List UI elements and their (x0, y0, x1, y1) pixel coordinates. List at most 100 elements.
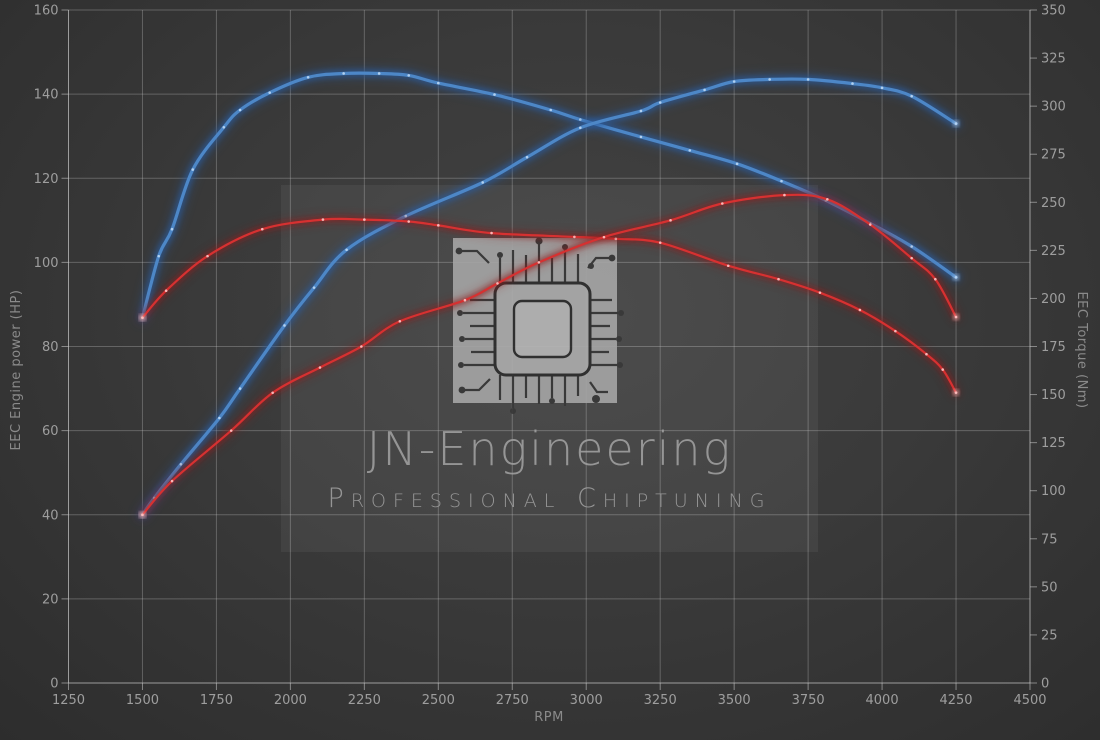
blue-power-curve-point (880, 86, 884, 90)
red-torque-curve-point (164, 289, 168, 293)
blue-torque-curve-point (170, 227, 174, 231)
blue-power-curve-point (525, 155, 529, 159)
blue-torque-curve-point (549, 108, 553, 112)
blue-torque-curve-point (342, 72, 345, 75)
blue-power-curve-point (238, 387, 242, 390)
blue-torque-curve-point (437, 81, 440, 85)
right-axis-title: EEC Torque (Nm) (1074, 291, 1089, 408)
red-torque-curve-point (726, 264, 730, 268)
right-tick-label: 325 (1041, 52, 1066, 67)
x-tick-label: 2750 (496, 693, 529, 708)
right-tick-label: 75 (1041, 532, 1058, 547)
right-tick-label: 300 (1041, 100, 1066, 115)
blue-torque-curve (135, 66, 963, 325)
red-torque-curve-point (321, 218, 325, 221)
red-torque-curve-point (941, 368, 945, 371)
red-power-curve-point (170, 479, 174, 483)
right-tick-label: 350 (1041, 4, 1066, 19)
x-tick-label: 4000 (866, 693, 899, 708)
x-tick-label: 1750 (200, 693, 233, 708)
x-tick-label: 3000 (570, 693, 603, 708)
blue-power-curve-point (658, 101, 662, 104)
left-tick-label: 40 (42, 508, 59, 523)
blue-power-curve-point (283, 324, 286, 327)
red-torque-curve-point (206, 254, 209, 258)
red-torque-curve-endpoint (139, 315, 146, 321)
red-power-curve-point (721, 202, 724, 205)
left-tick-label: 20 (42, 592, 59, 607)
blue-power-curve-point (806, 78, 810, 81)
red-power-curve-point (360, 345, 363, 348)
red-torque-curve-point (658, 241, 662, 244)
x-axis-title: RPM (534, 710, 564, 725)
red-power-curve-point (934, 277, 937, 281)
right-tick-label: 200 (1041, 292, 1066, 307)
blue-power-curve-point (851, 82, 854, 85)
red-torque-curve-point (490, 231, 493, 235)
red-power-curve (138, 190, 961, 520)
blue-power-curve-point (703, 88, 706, 92)
x-tick-label: 1250 (52, 693, 85, 708)
blue-torque-curve-point (157, 254, 161, 258)
label-layer: 0 20 40 60 80 100 120 140 160 0 25 50 75 100 125 150 175… (34, 4, 1066, 709)
red-power-curve-point (398, 319, 402, 323)
red-power-curve-endpoint (139, 512, 146, 518)
left-tick-label: 120 (34, 172, 59, 187)
red-torque-curve-point (777, 277, 780, 281)
red-torque-curve-point (573, 235, 576, 239)
blue-torque-curve-point (238, 108, 242, 112)
blue-torque-curve-point (735, 162, 739, 166)
red-torque-curve-point (818, 291, 822, 294)
red-torque-curve-point (437, 224, 440, 227)
left-tick-label: 0 (50, 677, 58, 692)
red-power-curve-point (463, 298, 467, 302)
right-tick-label: 100 (1041, 484, 1066, 499)
blue-torque-curve-point (222, 125, 226, 129)
red-torque-curve-point (260, 227, 264, 231)
blue-power-curve-point (345, 248, 348, 252)
blue-power-curve-point (910, 94, 913, 98)
red-power-curve-endpoint (953, 314, 959, 320)
blue-torque-curve-endpoint (953, 274, 959, 280)
blue-torque-curve-point (493, 93, 496, 96)
x-tick-label: 1500 (126, 693, 159, 708)
red-torque-curve-point (363, 218, 366, 221)
left-tick-label: 60 (42, 424, 59, 439)
red-power-curve-point (318, 366, 322, 369)
blue-power-curve (135, 72, 963, 522)
red-power-curve-point (783, 193, 786, 197)
right-tick-label: 25 (1041, 628, 1058, 643)
x-tick-label: 4500 (1013, 693, 1046, 708)
red-torque-curve-endpoint (953, 390, 959, 396)
right-tick-label: 50 (1041, 580, 1058, 595)
red-torque-curve-point (858, 308, 862, 312)
right-tick-label: 150 (1041, 388, 1066, 403)
right-tick-label: 0 (1041, 677, 1049, 692)
left-axis-title: EEC Engine power (HP) (9, 290, 24, 451)
x-tick-label: 2000 (274, 693, 307, 708)
right-tick-label: 125 (1041, 436, 1066, 451)
x-tick-label: 4250 (939, 693, 972, 708)
red-power-curve-point (910, 256, 913, 260)
blue-torque-curve-point (191, 168, 195, 171)
left-tick-label: 140 (34, 88, 59, 103)
blue-power-curve-core (140, 77, 958, 517)
blue-power-curve-point (768, 78, 771, 81)
red-torque-curve-point (407, 220, 411, 223)
blue-torque-curve-point (306, 76, 310, 79)
right-tick-label: 250 (1041, 196, 1066, 211)
red-torque-curve-point (894, 329, 897, 333)
right-tick-label: 225 (1041, 244, 1066, 259)
blue-power-curve-point (481, 181, 484, 184)
blue-power-curve-point (579, 126, 582, 130)
x-tick-label: 2250 (348, 693, 381, 708)
blue-power-curve-point (732, 80, 736, 83)
left-tick-label: 100 (34, 256, 59, 271)
right-tick-label: 175 (1041, 340, 1066, 355)
x-tick-label: 3500 (718, 693, 751, 708)
left-tick-label: 160 (34, 4, 59, 19)
red-power-curve-point (271, 391, 274, 395)
blue-power-curve-point (179, 462, 183, 466)
red-power-curve-point (602, 235, 606, 239)
